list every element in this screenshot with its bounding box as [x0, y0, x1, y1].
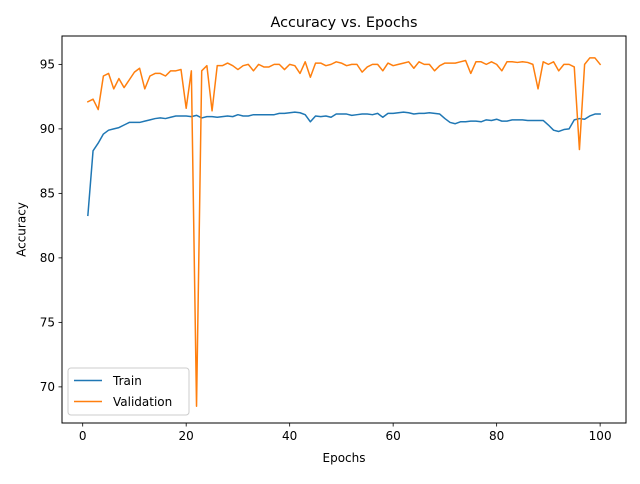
x-tick-label: 0 [79, 429, 87, 443]
x-tick-label: 100 [589, 429, 612, 443]
y-tick-label: 70 [40, 380, 55, 394]
y-tick-label: 80 [40, 251, 55, 265]
legend-label-validation: Validation [113, 395, 172, 409]
y-tick-label: 95 [40, 58, 55, 72]
plot-area [86, 57, 602, 407]
legend-label-train: Train [112, 374, 142, 388]
series-line-train [87, 111, 601, 217]
axes-frame [61, 35, 627, 424]
y-axis-ticks: 70 75 80 85 90 95 [40, 58, 62, 394]
y-tick-label: 75 [40, 316, 55, 330]
x-axis-label: Epochs [323, 451, 366, 465]
chart-title: Accuracy vs. Epochs [271, 15, 418, 31]
x-tick-label: 80 [489, 429, 504, 443]
x-axis-ticks: 0 20 40 60 80 100 [79, 423, 612, 443]
series-line-validation [86, 57, 602, 407]
y-tick-label: 85 [40, 187, 55, 201]
x-tick-label: 20 [179, 429, 194, 443]
y-axis-label: Accuracy [15, 202, 29, 257]
x-tick-label: 40 [282, 429, 297, 443]
x-tick-label: 60 [386, 429, 401, 443]
legend: Train Validation [67, 367, 190, 416]
y-tick-label: 90 [40, 122, 55, 136]
